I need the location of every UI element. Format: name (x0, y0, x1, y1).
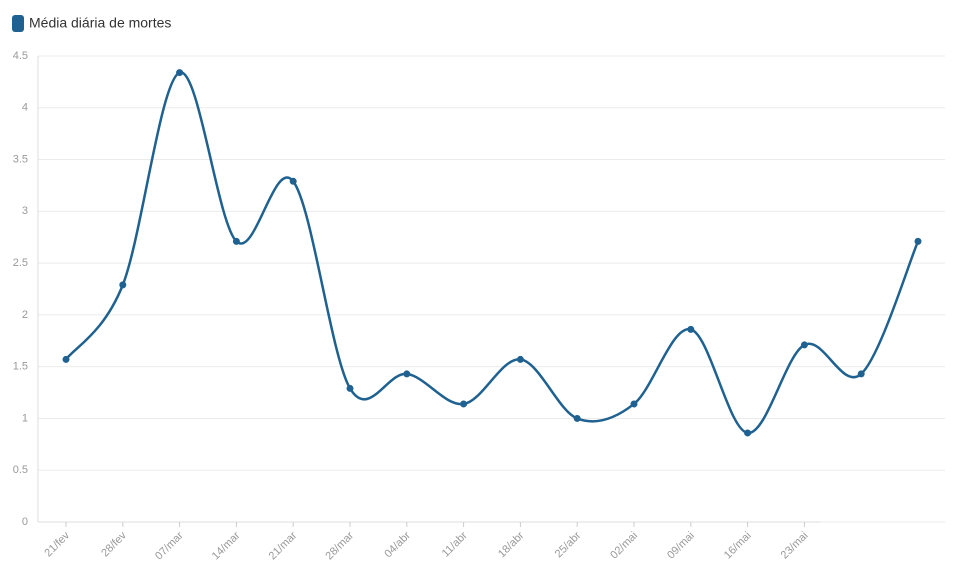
y-tick-label: 2.5 (13, 257, 28, 269)
y-tick-label: 4 (22, 102, 28, 114)
point (119, 281, 127, 289)
legend-label: Média diária de mortes (29, 15, 171, 31)
x-tick-label: 09/mai (665, 530, 697, 562)
point (460, 400, 468, 408)
x-tick-label: 18/abr (496, 529, 527, 560)
x-tick-label: 28/fev (99, 529, 129, 559)
point (62, 355, 70, 363)
x-tick-label: 07/mar (153, 529, 186, 562)
x-tick-label: 14/mar (210, 529, 243, 562)
y-tick-label: 0 (22, 516, 28, 528)
legend-swatch (12, 15, 24, 32)
y-tick-label: 1.5 (13, 361, 28, 373)
x-tick-label: 23/mai (779, 530, 811, 562)
point (403, 370, 411, 378)
y-tick-label: 1 (22, 412, 28, 424)
x-tick-label: 04/abr (382, 529, 413, 560)
point (744, 429, 752, 437)
point (687, 325, 695, 333)
point (630, 400, 638, 408)
y-tick-label: 4.5 (13, 50, 28, 62)
x-tick-label: 02/mai (608, 530, 640, 562)
x-tick-label: 11/abr (440, 529, 470, 559)
x-tick-label: 21/mar (267, 529, 300, 562)
x-tick-label: 21/fev (42, 529, 72, 559)
y-tick-label: 2 (22, 309, 28, 321)
point (857, 370, 865, 378)
x-tick-label: 28/mar (323, 529, 356, 562)
point (232, 237, 240, 245)
point (289, 177, 297, 185)
line (65, 71, 920, 435)
point (914, 237, 922, 245)
y-tick-label: 0.5 (13, 464, 28, 476)
point (346, 384, 354, 392)
point (800, 341, 808, 349)
point (573, 414, 581, 422)
x-tick-label: 25/abr (553, 529, 584, 560)
y-tick-label: 3.5 (13, 153, 28, 165)
point (516, 355, 524, 363)
x-tick-label: 16/mai (722, 530, 754, 562)
y-tick-label: 3 (22, 205, 28, 217)
point (176, 69, 184, 77)
